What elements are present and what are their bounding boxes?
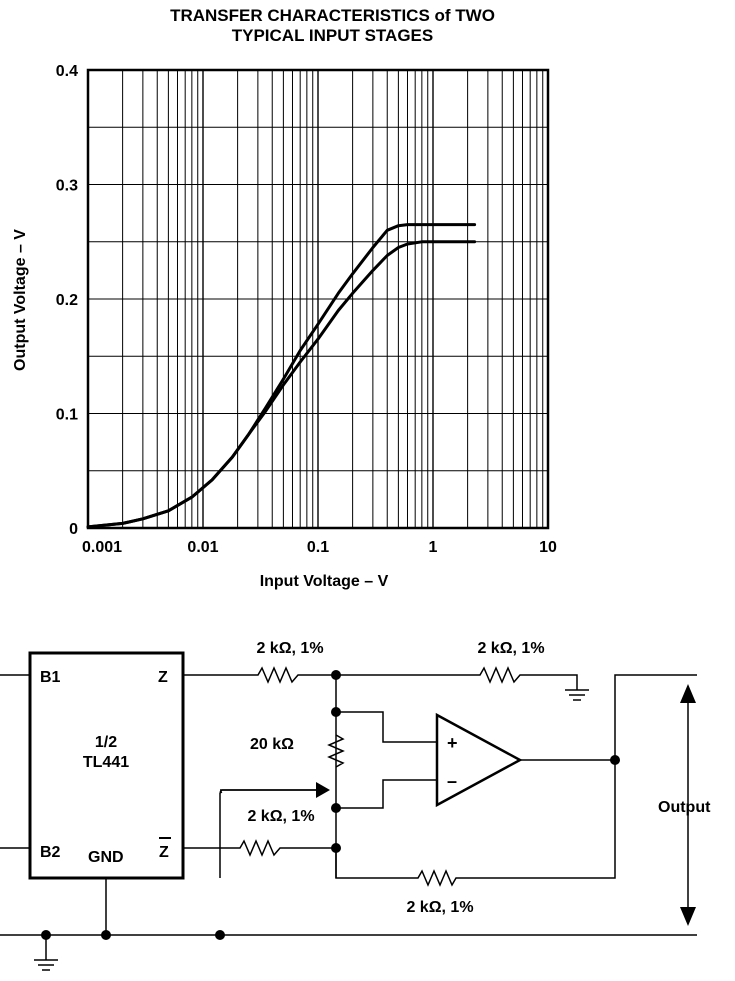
chart-title-line-2: TYPICAL INPUT STAGES: [231, 26, 434, 45]
output-arrow-down: [680, 907, 696, 926]
output-label: Output: [658, 799, 711, 816]
y-tick-label: 0.3: [56, 178, 78, 195]
x-axis-label: Input Voltage – V: [260, 573, 389, 590]
transfer-chart: 0 0.1 0.2 0.3 0.4 0.001 0.01 0.1 1 10 Input Volt…: [12, 63, 557, 590]
ic-pin-z: Z: [158, 669, 168, 686]
ic-fraction: 1/2: [95, 734, 117, 751]
circuit-wires: [0, 666, 697, 971]
x-tick-label: 1: [429, 539, 438, 556]
y-axis-label: Output Voltage – V: [12, 229, 29, 371]
ic-part: TL441: [83, 754, 129, 771]
x-tick-label: 0.01: [187, 539, 218, 556]
test-circuit: B1 Z 1/2 TL441 B2 GND Z: [0, 640, 711, 971]
chart-grid: [87, 70, 548, 528]
output-arrow-up: [680, 684, 696, 703]
series-line-2: [86, 223, 477, 529]
resistor-label-top-left: 2 kΩ, 1%: [256, 640, 323, 657]
resistor-label-bottom: 2 kΩ, 1%: [406, 899, 473, 916]
pot-label: 20 kΩ: [250, 736, 294, 753]
x-tick-label: 0.1: [307, 539, 329, 556]
plot-frame: [86, 68, 550, 530]
ic-pin-b1: B1: [40, 669, 61, 686]
resistor-label-mid: 2 kΩ, 1%: [247, 808, 314, 825]
y-tick-label: 0.4: [56, 63, 78, 80]
chart-title-line-1: TRANSFER CHARACTERISTICS of TWO: [170, 6, 495, 25]
ic-pin-b2: B2: [40, 844, 61, 861]
series-curves: [86, 223, 477, 529]
y-tick-label: 0: [69, 521, 78, 538]
op-amp: [435, 712, 523, 808]
x-tick-label: 10: [539, 539, 557, 556]
op-amp-plus: +: [447, 733, 458, 753]
junction-dots: [41, 670, 620, 940]
ic-pin-zbar: Z: [159, 844, 169, 861]
ic-pin-gnd: GND: [88, 849, 124, 866]
resistor-label-top-right: 2 kΩ, 1%: [477, 640, 544, 657]
y-tick-label: 0.2: [56, 292, 78, 309]
pot-wiper-arrow: [316, 782, 330, 798]
chart-title: TRANSFER CHARACTERISTICS of TWO TYPICAL …: [60, 6, 605, 46]
op-amp-minus: –: [447, 771, 457, 791]
x-tick-labels: 0.001 0.01 0.1 1 10: [82, 539, 557, 556]
y-tick-label: 0.1: [56, 407, 78, 424]
y-tick-labels: 0 0.1 0.2 0.3 0.4: [56, 63, 78, 538]
x-tick-label: 0.001: [82, 539, 122, 556]
